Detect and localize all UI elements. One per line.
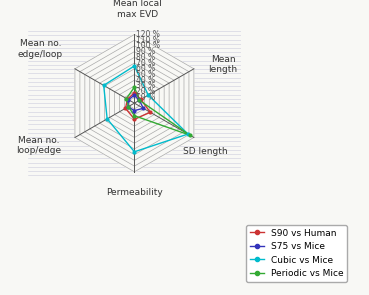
Text: 30 %: 30 % — [136, 81, 155, 91]
Text: 40 %: 40 % — [136, 76, 155, 85]
Text: 110 %: 110 % — [136, 36, 160, 45]
Text: 100 %: 100 % — [136, 41, 160, 50]
Legend: S90 vs Human, S75 vs Mice, Cubic vs Mice, Periodic vs Mice: S90 vs Human, S75 vs Mice, Cubic vs Mice… — [246, 225, 347, 282]
Text: 60 %: 60 % — [136, 64, 155, 73]
Text: Permeability: Permeability — [106, 188, 163, 196]
Text: 10 %: 10 % — [136, 93, 155, 102]
Text: Mean
length: Mean length — [208, 55, 238, 74]
Text: 90 %: 90 % — [136, 47, 155, 56]
Text: Mean local
max EVD: Mean local max EVD — [113, 0, 162, 19]
Text: SD length: SD length — [183, 148, 228, 156]
Polygon shape — [75, 35, 194, 172]
Text: 80 %: 80 % — [136, 53, 155, 62]
Text: 20 %: 20 % — [136, 87, 155, 96]
Text: 120 %: 120 % — [136, 30, 160, 39]
Text: 50 %: 50 % — [136, 70, 155, 79]
Text: 70 %: 70 % — [136, 59, 155, 68]
Text: Mean no.
loop/edge: Mean no. loop/edge — [17, 136, 62, 155]
Text: Mean no.
edge/loop: Mean no. edge/loop — [18, 40, 63, 59]
